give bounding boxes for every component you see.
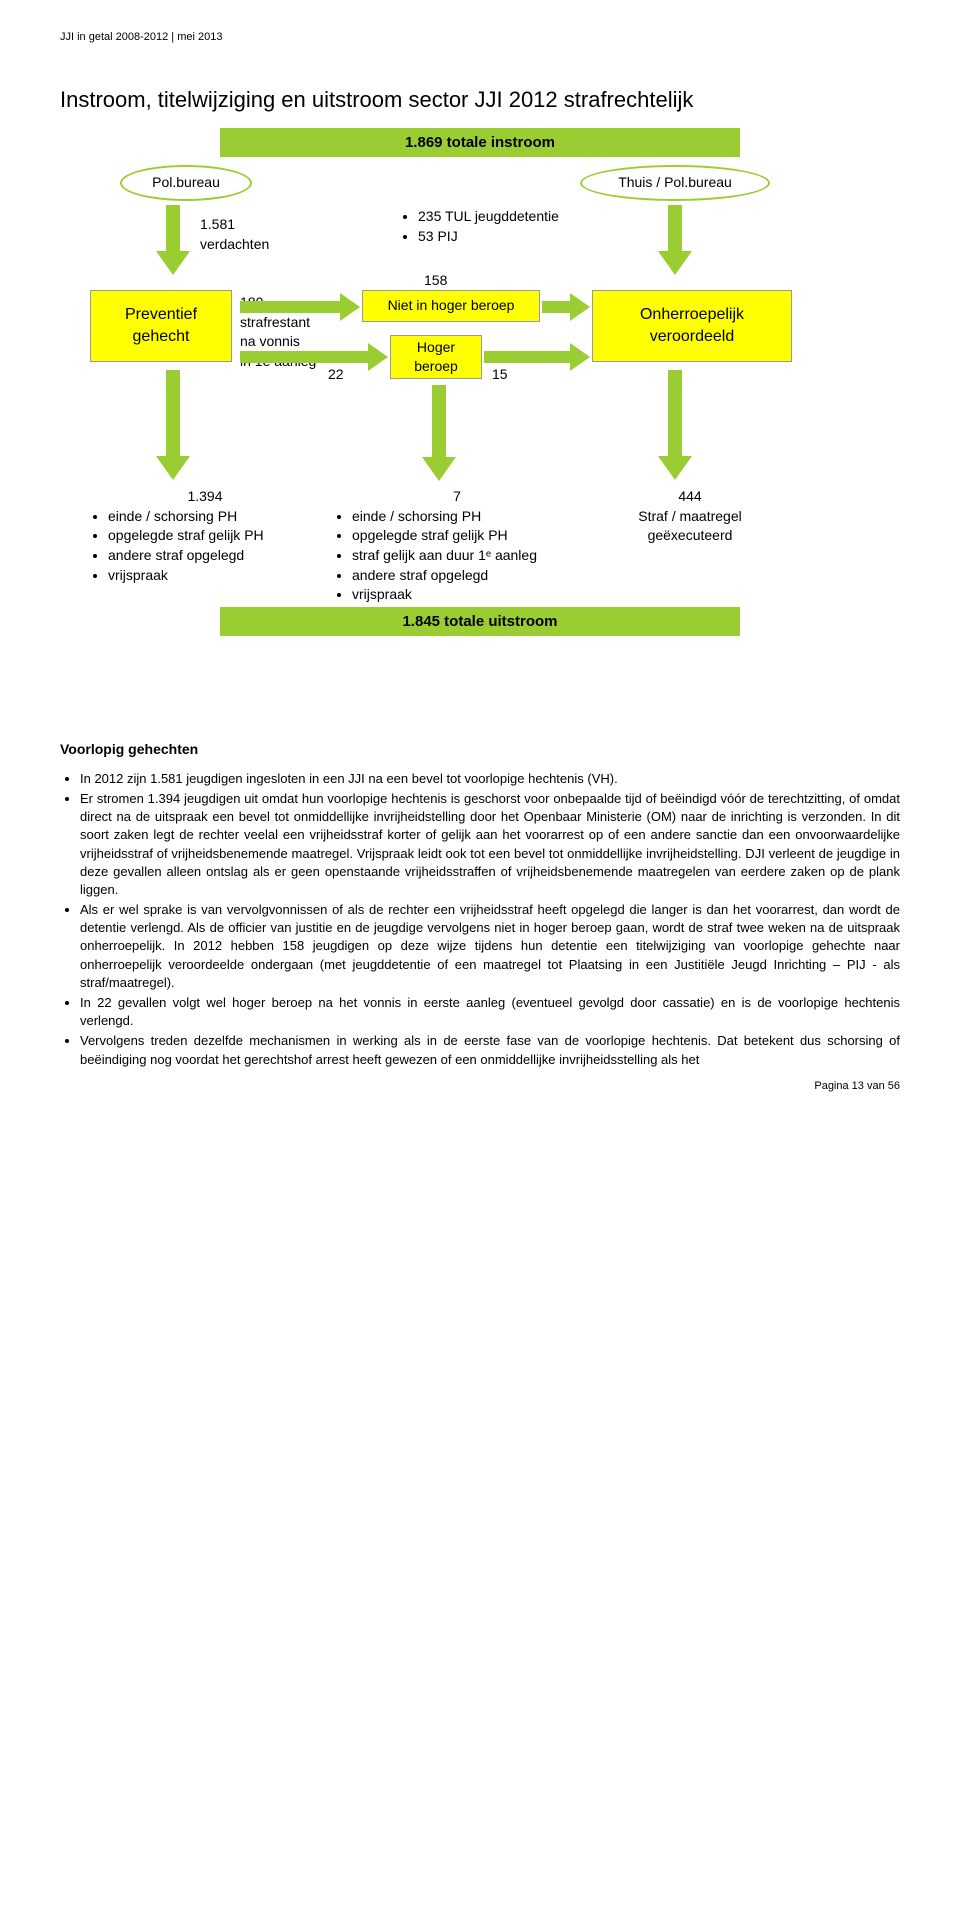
list-item: 53 PIJ — [418, 227, 559, 247]
box-preventief: Preventief gehecht — [90, 290, 232, 362]
outflow-right-text: Straf / maatregel geëxecuteerd — [600, 507, 780, 546]
list-item: vrijspraak — [352, 585, 580, 605]
list-item: Er stromen 1.394 jeugdigen uit omdat hun… — [80, 790, 900, 899]
source-left: Pol.bureau — [120, 165, 252, 201]
instroom-bar: 1.869 totale instroom — [220, 128, 740, 157]
box-onherroepelijk: Onherroepelijk veroordeeld — [592, 290, 792, 362]
list-item: straf gelijk aan duur 1ᵉ aanleg — [352, 546, 580, 566]
verdachten-count: 1.581 verdachten — [200, 215, 269, 254]
list-item: einde / schorsing PH — [352, 507, 580, 527]
label-158: 158 — [424, 271, 447, 291]
page-header: JJI in getal 2008-2012 | mei 2013 — [60, 30, 900, 45]
outflow-left-n: 1.394 — [90, 487, 320, 507]
arrow-icon — [156, 370, 190, 480]
outflow-mid: 7 einde / schorsing PH opgelegde straf g… — [334, 487, 580, 605]
outflow-left: 1.394 einde / schorsing PH opgelegde str… — [90, 487, 320, 585]
box-hoger: Hoger beroep — [390, 335, 482, 379]
list-item: In 2012 zijn 1.581 jeugdigen ingesloten … — [80, 770, 900, 788]
arrow-icon — [658, 370, 692, 480]
flow-diagram: Pol.bureau Thuis / Pol.bureau 1.581 verd… — [60, 165, 900, 725]
list-item: einde / schorsing PH — [108, 507, 320, 527]
right-source-bullets: 235 TUL jeugddetentie 53 PIJ — [400, 207, 559, 246]
section-heading: Voorlopig gehechten — [60, 740, 900, 760]
uitstroom-bar: 1.845 totale uitstroom — [220, 607, 740, 636]
list-item: andere straf opgelegd — [352, 566, 580, 586]
source-right: Thuis / Pol.bureau — [580, 165, 770, 201]
arrow-icon — [422, 385, 456, 481]
outflow-right-n: 444 — [600, 487, 780, 507]
list-item: andere straf opgelegd — [108, 546, 320, 566]
page-footer: Pagina 13 van 56 — [60, 1079, 900, 1094]
list-item: opgelegde straf gelijk PH — [352, 526, 580, 546]
arrow-icon — [484, 343, 590, 371]
body-bullets: In 2012 zijn 1.581 jeugdigen ingesloten … — [60, 770, 900, 1069]
diagram-title: Instroom, titelwijziging en uitstroom se… — [60, 85, 900, 116]
list-item: vrijspraak — [108, 566, 320, 586]
arrow-icon — [240, 293, 360, 321]
list-item: Vervolgens treden dezelfde mechanismen i… — [80, 1032, 900, 1068]
box-niet-hoger: Niet in hoger beroep — [362, 290, 540, 322]
arrow-icon — [542, 293, 590, 321]
list-item: opgelegde straf gelijk PH — [108, 526, 320, 546]
arrow-icon — [156, 205, 190, 275]
arrow-icon — [658, 205, 692, 275]
list-item: In 22 gevallen volgt wel hoger beroep na… — [80, 994, 900, 1030]
list-item: Als er wel sprake is van vervolgvonnisse… — [80, 901, 900, 992]
outflow-mid-n: 7 — [334, 487, 580, 507]
outflow-right: 444 Straf / maatregel geëxecuteerd — [600, 487, 780, 546]
list-item: 235 TUL jeugddetentie — [418, 207, 559, 227]
arrow-icon — [240, 343, 388, 371]
